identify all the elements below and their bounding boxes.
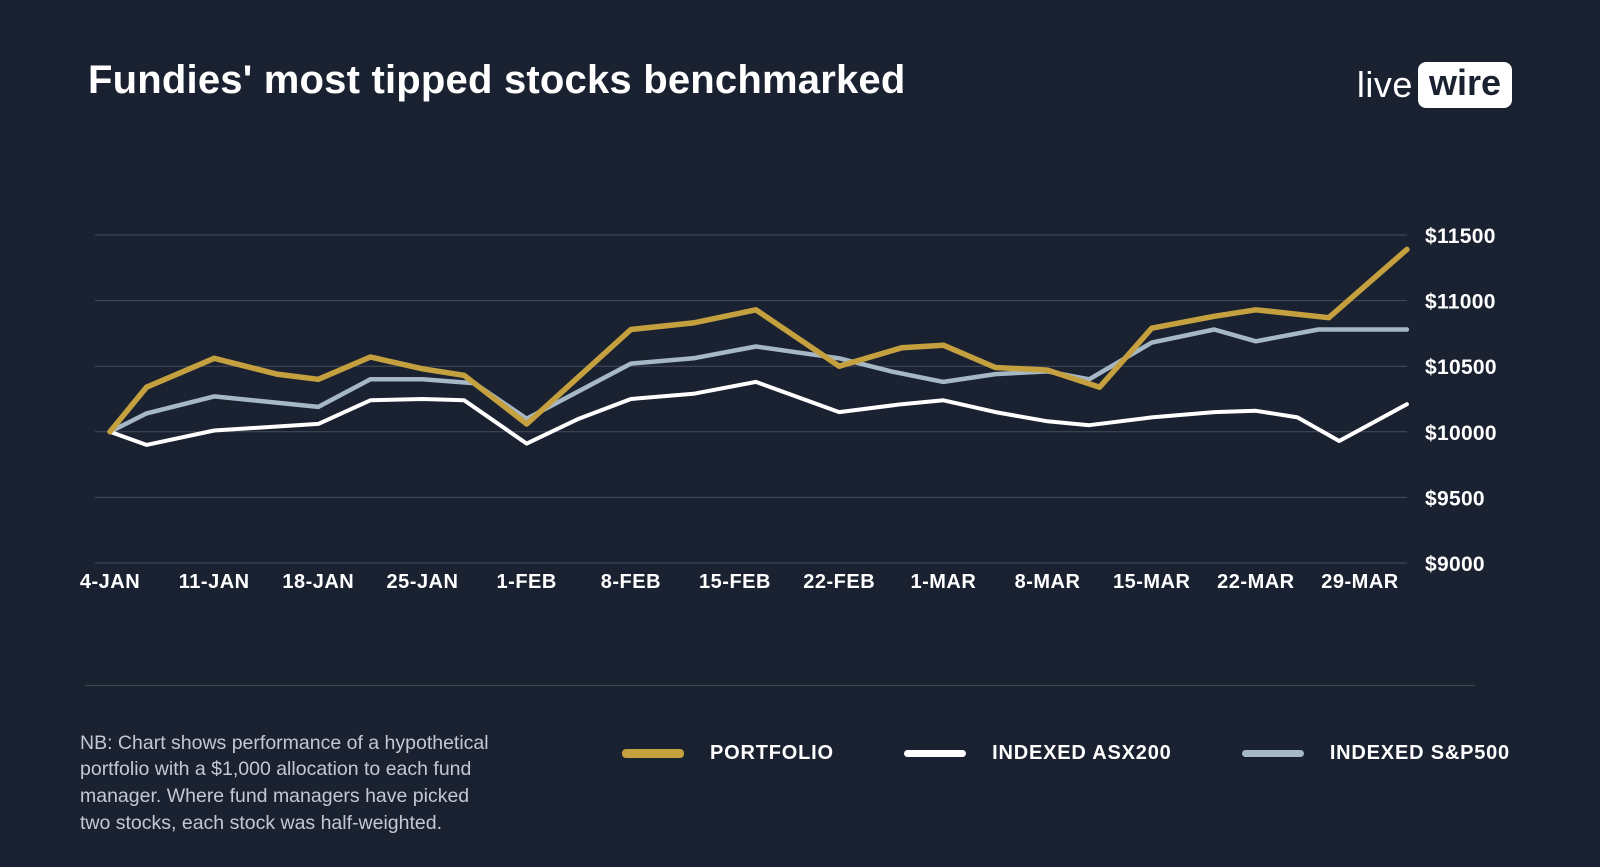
series-line-indexed-s-p500 <box>107 327 1410 435</box>
legend-item-portfolio: PORTFOLIO <box>622 742 834 765</box>
x-tick-label: 29-MAR <box>1321 571 1399 593</box>
legend-label-portfolio: PORTFOLIO <box>710 742 834 764</box>
chart-legend: PORTFOLIO INDEXED ASX200 INDEXED S&P500 <box>622 742 1510 765</box>
legend-label-indexed-s-p500: INDEXED S&P500 <box>1329 742 1510 764</box>
livewire-logo-wire-badge: wire <box>1417 62 1512 108</box>
x-tick-label: 4-JAN <box>80 571 140 593</box>
x-tick-label: 8-MAR <box>1015 571 1081 593</box>
header: Fundies' most tipped stocks benchmarked … <box>88 58 1512 108</box>
x-tick-label: 11-JAN <box>179 571 250 593</box>
legend-label-indexed-asx200: INDEXED ASX200 <box>992 742 1172 764</box>
footer-divider <box>85 685 1475 686</box>
legend-swatch-portfolio <box>622 749 684 758</box>
legend-item-indexed-asx200: INDEXED ASX200 <box>904 742 1171 765</box>
x-tick-label: 25-JAN <box>387 571 459 593</box>
legend-item-indexed-s-p500: INDEXED S&P500 <box>1241 742 1510 765</box>
x-tick-label: 1-MAR <box>910 571 976 593</box>
series-line-indexed-asx200 <box>108 379 1409 447</box>
legend-swatch-indexed-asx200 <box>904 750 967 757</box>
y-tick-label: $11500 <box>1425 225 1496 248</box>
x-tick-label: 15-MAR <box>1113 571 1191 593</box>
y-tick-label: $9000 <box>1425 553 1485 576</box>
livewire-logo-live-text: live <box>1356 63 1413 105</box>
y-tick-label: $9500 <box>1425 487 1485 510</box>
benchmark-line-chart: $9000 $9500 $10000 $10500 $11000 $11500 4-JAN 1… <box>80 225 1497 593</box>
x-tick-label: 22-MAR <box>1217 571 1295 593</box>
x-tick-label: 1-FEB <box>497 571 557 593</box>
x-tick-label: 18-JAN <box>282 571 354 593</box>
y-tick-label: $11000 <box>1425 291 1496 314</box>
y-tick-label: $10000 <box>1425 422 1497 445</box>
chart-footnote: NB: Chart shows performance of a hypothe… <box>80 731 489 835</box>
page-title: Fundies' most tipped stocks benchmarked <box>88 58 906 102</box>
x-tick-label: 8-FEB <box>601 571 661 593</box>
legend-swatch-indexed-s-p500 <box>1241 749 1304 758</box>
x-tick-label: 15-FEB <box>699 571 771 593</box>
x-tick-label: 22-FEB <box>803 571 875 593</box>
series-line-portfolio <box>107 246 1410 435</box>
y-tick-label: $10500 <box>1425 356 1497 379</box>
livewire-logo: live wire <box>1357 62 1512 108</box>
